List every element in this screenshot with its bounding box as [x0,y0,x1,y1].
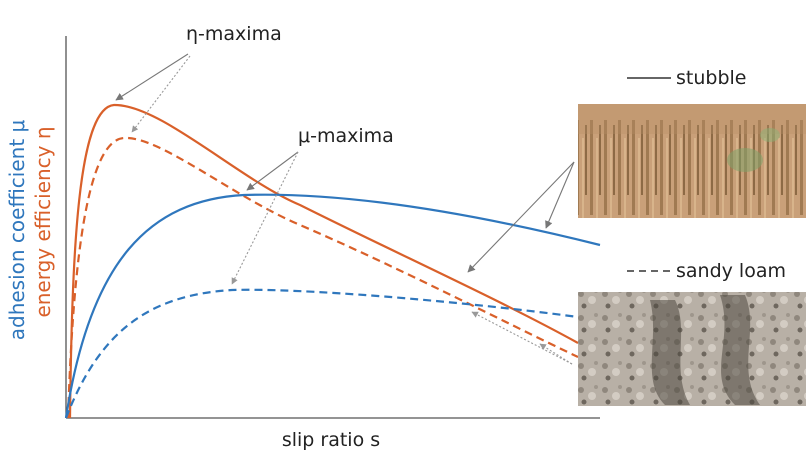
stubble-photo [578,104,806,218]
stubble-photo-pointer-eta [467,161,575,273]
mu-stubble-pointer [246,151,299,191]
sandy-loam-photo [578,292,806,406]
eta-sandy-loam-curve [66,136,579,419]
x-axis-label: slip ratio s [282,429,380,451]
eta-stubble-pointer [115,53,189,101]
eta-stubble-curve [68,103,579,419]
eta-maxima-label: η-maxima [186,23,282,45]
y-axis-label-eta: energy efficiency η [31,126,55,317]
stubble-photo-pointer-mu [545,161,575,229]
soil-photo-pointer-eta [539,343,573,365]
soil-photo-pointer-mu [471,311,573,365]
y-axis-label-mu: adhesion coefficient μ [5,119,29,340]
mu-maxima-label: μ-maxima [298,125,394,147]
legend-label-sandy-loam: sandy loam [676,260,786,282]
mu-sandy-loam-pointer [231,151,299,285]
legend-label-stubble: stubble [676,67,746,89]
legend: stubble sandy loam [627,67,786,282]
mu-sandy-loam-curve [64,288,579,419]
mu-stubble-curve [64,193,601,419]
